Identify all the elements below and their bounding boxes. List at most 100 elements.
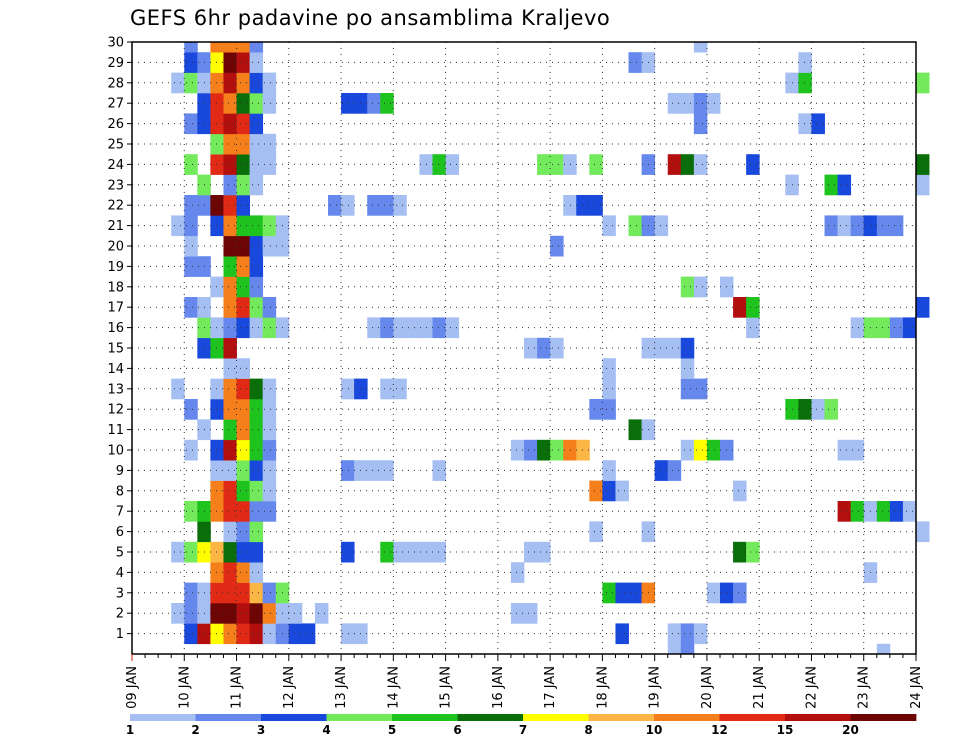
colorbar-swatch bbox=[392, 714, 458, 721]
heatmap-cell bbox=[210, 582, 224, 604]
grid-lines bbox=[132, 42, 916, 654]
heatmap-cell bbox=[223, 93, 237, 114]
heatmap-cell bbox=[249, 52, 264, 73]
heatmap-cell bbox=[615, 623, 629, 645]
heatmap-cell bbox=[249, 72, 264, 94]
heatmap-cell bbox=[445, 317, 460, 339]
heatmap-cell bbox=[693, 623, 708, 645]
heatmap-cell bbox=[680, 643, 695, 655]
heatmap-cell bbox=[262, 297, 277, 318]
colorbar-label: 10 bbox=[646, 723, 663, 737]
heatmap-cell bbox=[249, 317, 264, 339]
heatmap-cell bbox=[916, 297, 930, 318]
heatmap-cell bbox=[432, 317, 446, 339]
heatmap-cell bbox=[563, 154, 577, 175]
heatmap-cell bbox=[223, 52, 237, 73]
heatmap-cell bbox=[236, 378, 250, 400]
heatmap-cell bbox=[733, 297, 747, 318]
heatmap-cell bbox=[184, 42, 198, 53]
heatmap-cell bbox=[576, 439, 590, 461]
x-tick-label: 21 JAN bbox=[752, 666, 767, 709]
heatmap-cell bbox=[693, 113, 708, 135]
y-tick-label: 15 bbox=[107, 342, 124, 357]
heatmap-cell bbox=[902, 501, 917, 522]
heatmap-cell bbox=[902, 317, 917, 339]
heatmap-cell bbox=[210, 399, 224, 420]
colorbar-label: 15 bbox=[777, 723, 794, 737]
heatmap-cell bbox=[249, 501, 264, 522]
heatmap-cell bbox=[602, 378, 616, 400]
heatmap-cell bbox=[889, 501, 904, 522]
heatmap-cell bbox=[524, 439, 538, 461]
heatmap-cell bbox=[706, 582, 721, 604]
heatmap-cell bbox=[236, 42, 250, 53]
heatmap-cell bbox=[537, 541, 551, 563]
colorbar-label: 20 bbox=[842, 723, 859, 737]
heatmap-cell bbox=[249, 256, 264, 277]
heatmap-cell bbox=[236, 399, 250, 420]
chart-title: GEFS 6hr padavine po ansamblima Kraljevo bbox=[130, 6, 611, 30]
heatmap-cell bbox=[184, 399, 198, 420]
heatmap-cell bbox=[837, 439, 852, 461]
heatmap-cell bbox=[249, 419, 264, 441]
colorbar-label: 1 bbox=[126, 723, 134, 737]
heatmap-cell bbox=[654, 460, 669, 481]
heatmap-cell bbox=[236, 419, 250, 441]
heatmap-cell bbox=[236, 582, 250, 604]
heatmap-cell bbox=[680, 378, 695, 400]
y-tick-label: 5 bbox=[116, 546, 124, 561]
heatmap-cell bbox=[693, 439, 708, 461]
y-tick-label: 16 bbox=[107, 321, 124, 336]
heatmap-cell bbox=[184, 541, 198, 563]
heatmap-cell bbox=[850, 439, 865, 461]
heatmap-cell bbox=[550, 337, 564, 359]
heatmap-cell bbox=[837, 174, 852, 196]
heatmap-cell bbox=[916, 72, 930, 94]
heatmap-cell bbox=[184, 215, 198, 237]
heatmap-cell bbox=[236, 256, 250, 277]
heatmap-cell bbox=[236, 623, 250, 645]
heatmap-cell bbox=[537, 154, 551, 175]
heatmap-cell bbox=[223, 235, 237, 257]
heatmap-cell bbox=[223, 358, 237, 379]
heatmap-cell bbox=[262, 215, 277, 237]
heatmap-cell bbox=[210, 623, 224, 645]
heatmap-cell bbox=[589, 521, 603, 543]
heatmap-cell bbox=[301, 623, 316, 645]
x-tick-label: 13 JAN bbox=[334, 666, 349, 709]
colorbar-label: 8 bbox=[584, 723, 592, 737]
heatmap-cell bbox=[249, 113, 264, 135]
heatmap-cell bbox=[811, 113, 825, 135]
heatmap-cell bbox=[249, 582, 264, 604]
heatmap-cell bbox=[262, 235, 277, 257]
heatmap-cell bbox=[236, 72, 250, 94]
heatmap-cell bbox=[537, 337, 551, 359]
x-tick-label: 24 JAN bbox=[909, 666, 924, 709]
heatmap-cell bbox=[667, 623, 682, 645]
y-tick-label: 1 bbox=[116, 627, 124, 642]
heatmap-cell bbox=[262, 419, 277, 441]
heatmap-cell bbox=[367, 195, 381, 216]
y-tick-label: 28 bbox=[107, 76, 124, 91]
heatmap-cell bbox=[223, 133, 237, 155]
heatmap-cell bbox=[876, 215, 891, 237]
heatmap-cell bbox=[210, 337, 224, 359]
heatmap-cell bbox=[223, 582, 237, 604]
heatmap-cell bbox=[667, 460, 682, 481]
heatmap-cell bbox=[262, 623, 277, 645]
heatmap-cell bbox=[680, 93, 695, 114]
heatmap-cell bbox=[706, 439, 721, 461]
heatmap-cell bbox=[210, 133, 224, 155]
heatmap-cell bbox=[628, 52, 642, 73]
heatmap-cell bbox=[693, 378, 708, 400]
heatmap-cell bbox=[223, 195, 237, 216]
heatmap-cell bbox=[223, 623, 237, 645]
heatmap-cell bbox=[223, 378, 237, 400]
colorbar-swatch bbox=[785, 714, 851, 721]
heatmap-cell bbox=[524, 541, 538, 563]
heatmap-cell bbox=[406, 541, 420, 563]
heatmap-cell bbox=[236, 460, 250, 481]
heatmap-cell bbox=[184, 501, 198, 522]
